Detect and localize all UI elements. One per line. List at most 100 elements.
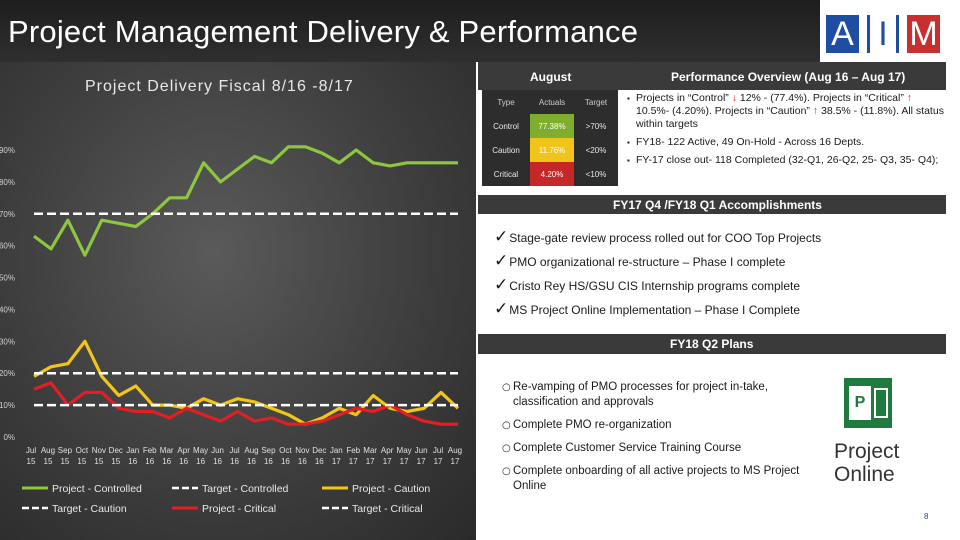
x-tick-label: 15	[111, 457, 120, 466]
x-tick-label: 17	[349, 457, 358, 466]
x-tick-label: Nov	[295, 446, 309, 455]
arrow-up-icon: ↑	[906, 92, 913, 104]
y-tick-label: 40%	[0, 305, 15, 314]
kpi-table: Type Actuals Target Control 77.38% >70% …	[482, 90, 618, 186]
y-tick-label: 30%	[0, 337, 15, 346]
kpi-col-target: Target	[574, 90, 618, 114]
x-tick-label: 15	[27, 457, 36, 466]
list-item: Complete Customer Service Training Cours…	[502, 441, 802, 456]
overview-text: Projects in “Control”	[636, 92, 729, 104]
x-tick-label: May	[397, 446, 412, 455]
x-tick-label: Mar	[363, 446, 377, 455]
page-number: 8	[924, 512, 929, 521]
title-bar: Project Management Delivery & Performanc…	[0, 0, 960, 62]
x-tick-label: 17	[332, 457, 341, 466]
y-tick-label: 50%	[0, 274, 15, 283]
accomplishment-text: Stage-gate review process rolled out for…	[509, 231, 822, 245]
overview-bullet-status: Projects in “Control” ↓ 12% - (77.4%). P…	[627, 92, 947, 131]
overview-bullet-fy17: FY-17 close out- 118 Completed (32-Q1, 2…	[627, 154, 947, 167]
accomplishment-text: MS Project Online Implementation – Phase…	[509, 303, 801, 317]
x-tick-label: 15	[60, 457, 69, 466]
x-tick-label: 15	[44, 457, 53, 466]
legend-label: Project - Caution	[352, 483, 430, 495]
accomplishments-header: FY17 Q4 /FY18 Q1 Accomplishments	[478, 195, 946, 214]
overview-text: 10.5%- (4.20%). Projects in “Caution”	[636, 105, 810, 117]
x-tick-label: Jul	[26, 446, 36, 455]
x-tick-label: 17	[400, 457, 409, 466]
checkmark-icon: ✓	[494, 275, 509, 295]
kpi-type: Control	[482, 114, 530, 138]
kpi-col-actuals: Actuals	[530, 90, 574, 114]
chart-title: Project Delivery Fiscal 8/16 -8/17	[85, 78, 354, 95]
x-tick-label: Sep	[261, 446, 276, 455]
legend-label: Target - Critical	[352, 503, 423, 515]
project-delivery-chart: 0% 10% 20% 30% 40% 50% 60% 70% 80% 90% Jul 15 Aug 15 S…	[0, 145, 462, 515]
x-tick-label: Oct	[76, 446, 89, 455]
accomplishments-list: ✓Stage-gate review process rolled out fo…	[494, 226, 821, 322]
x-tick-label: Jan	[330, 446, 343, 455]
overview-text: 38.5% - (11.8%). All status within targe…	[636, 105, 944, 130]
kpi-header-row: Type Actuals Target	[482, 90, 618, 114]
x-tick-label: Mar	[160, 446, 174, 455]
project-online-line1: Project	[834, 440, 900, 463]
checkmark-icon: ✓	[494, 251, 509, 271]
x-tick-label: Apr	[381, 446, 394, 455]
list-item: ✓MS Project Online Implementation – Phas…	[494, 298, 821, 322]
legend-label: Project - Controlled	[52, 483, 142, 495]
x-tick-label: Dec	[312, 446, 326, 455]
kpi-col-type: Type	[482, 90, 530, 114]
x-tick-label: 16	[298, 457, 307, 466]
august-header: August	[478, 62, 625, 90]
x-tick-label: 16	[247, 457, 256, 466]
x-tick-label: Jun	[415, 446, 428, 455]
y-tick-label: 90%	[0, 146, 15, 155]
checkmark-icon: ✓	[494, 299, 509, 319]
overview-bullet-fy18: FY18- 122 Active, 49 On-Hold - Across 16…	[627, 136, 947, 149]
gantt-bars-icon	[874, 388, 888, 418]
y-tick-label: 10%	[0, 401, 15, 410]
august-header-label: August	[530, 70, 572, 84]
plans-list: Re-vamping of PMO processes for project …	[502, 380, 802, 502]
arrow-down-icon: ↓	[731, 92, 737, 104]
x-tick-label: Jul	[433, 446, 443, 455]
kpi-row-critical: Critical 4.20% <10%	[482, 162, 618, 186]
x-tick-label: Aug	[244, 446, 258, 455]
project-online-line2: Online	[834, 463, 895, 486]
kpi-type: Critical	[482, 162, 530, 186]
plans-header-label: FY18 Q2 Plans	[670, 337, 754, 351]
x-tick-label: Jun	[211, 446, 224, 455]
x-tick-label: 16	[145, 457, 154, 466]
x-tick-label: Feb	[143, 446, 157, 455]
performance-overview-header: Performance Overview (Aug 16 – Aug 17)	[625, 62, 946, 90]
kpi-actual: 4.20%	[530, 162, 574, 186]
y-tick-label: 70%	[0, 210, 15, 219]
x-tick-label: Aug	[41, 446, 55, 455]
accomplishments-header-label: FY17 Q4 /FY18 Q1 Accomplishments	[613, 198, 822, 212]
kpi-row-caution: Caution 11.76% <20%	[482, 138, 618, 162]
x-tick-label: 16	[264, 457, 273, 466]
chart-panel	[0, 62, 476, 540]
kpi-actual: 11.76%	[530, 138, 574, 162]
x-tick-label: 16	[281, 457, 290, 466]
performance-overview-bullets: Projects in “Control” ↓ 12% - (77.4%). P…	[627, 92, 947, 172]
series-line-project-caution	[33, 339, 460, 426]
series-line-project-controlled	[33, 145, 458, 257]
x-tick-label: May	[193, 446, 208, 455]
kpi-target: <20%	[574, 138, 618, 162]
kpi-actual: 77.38%	[530, 114, 574, 138]
x-tick-label: Oct	[279, 446, 292, 455]
x-tick-label: 17	[417, 457, 426, 466]
project-online-label: Project Online	[834, 440, 899, 486]
y-tick-label: 0%	[3, 433, 15, 442]
project-online-logo: P	[834, 378, 914, 488]
x-tick-label: 15	[77, 457, 86, 466]
list-item: ✓Stage-gate review process rolled out fo…	[494, 226, 821, 250]
accomplishment-text: PMO organizational re-structure – Phase …	[509, 255, 786, 269]
kpi-target: <10%	[574, 162, 618, 186]
x-tick-label: 17	[383, 457, 392, 466]
logo-letter-a: A	[826, 15, 859, 53]
logo-letter-m: M	[907, 15, 940, 53]
y-tick-label: 60%	[0, 242, 15, 251]
list-item: ✓Cristo Rey HS/GSU CIS Internship progra…	[494, 274, 821, 298]
x-tick-label: 17	[366, 457, 375, 466]
